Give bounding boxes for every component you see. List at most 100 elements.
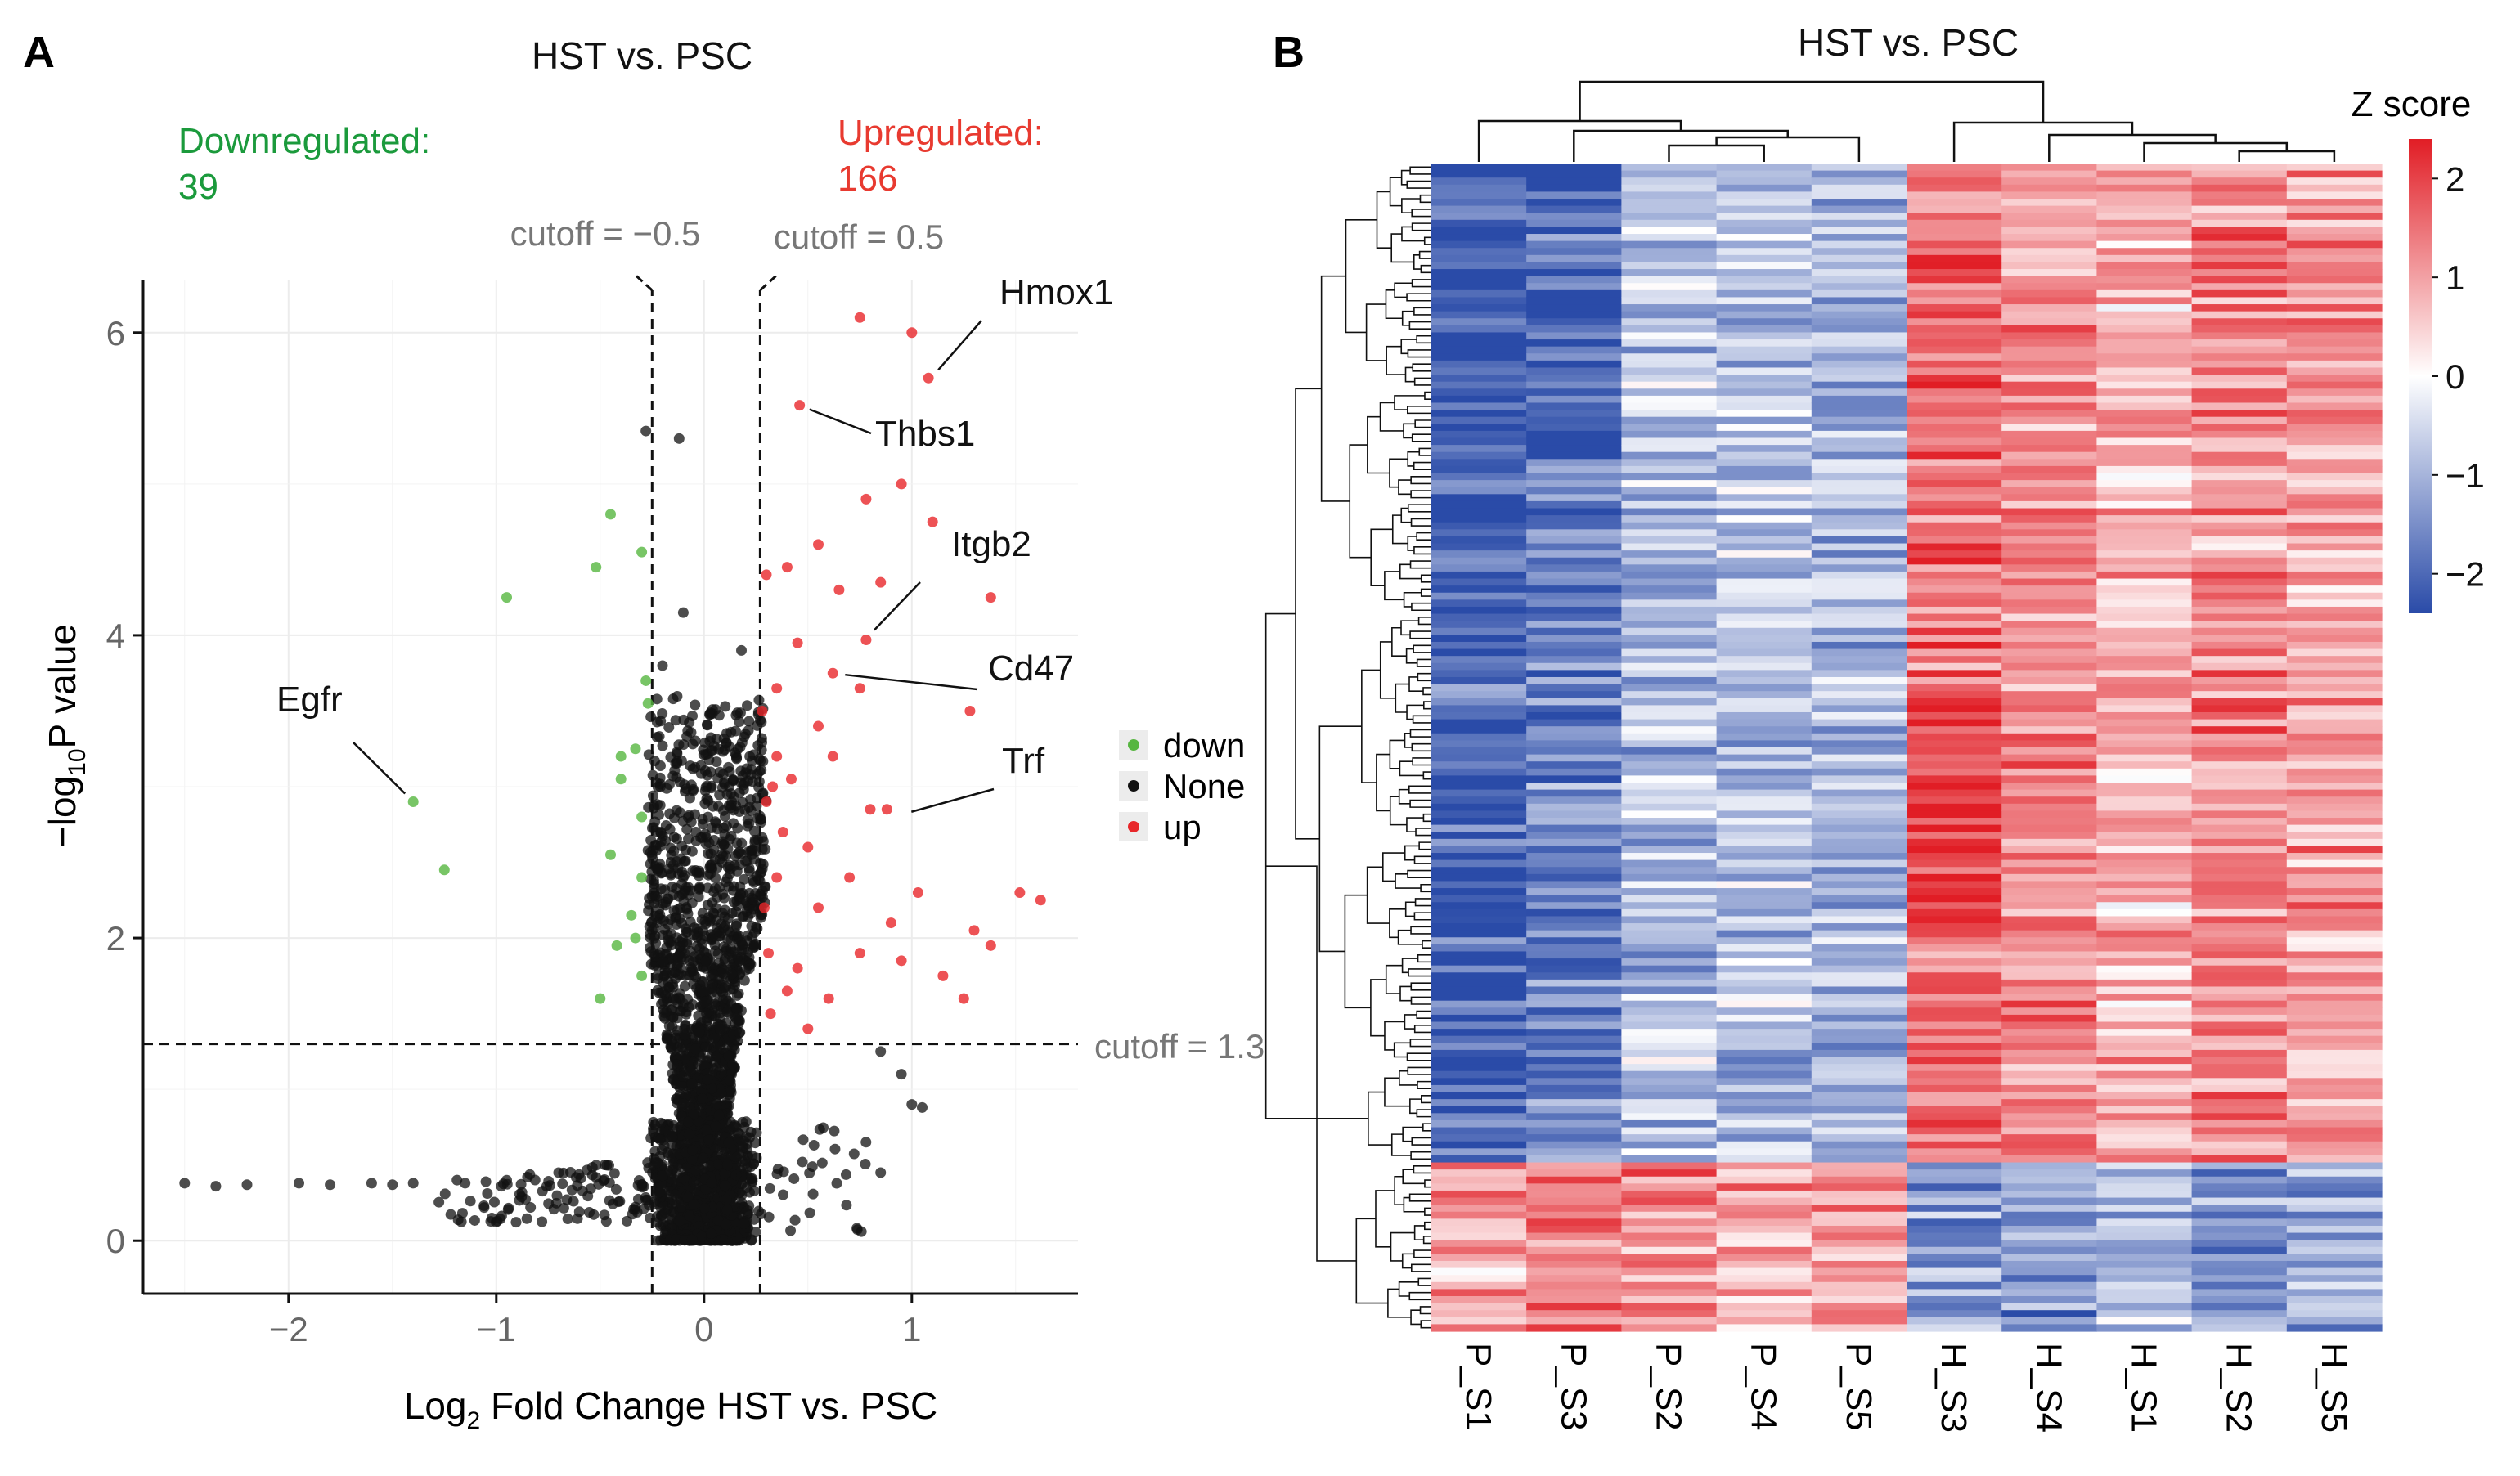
heatmap-cell — [1716, 262, 1813, 270]
heatmap-cell — [1526, 332, 1622, 340]
heatmap-cell — [2191, 853, 2288, 861]
heatmap-cell — [1716, 1092, 1813, 1100]
heatmap-cell — [1716, 846, 1813, 854]
heatmap-cell — [1431, 923, 1527, 931]
heatmap-cell — [2001, 254, 2097, 263]
heatmap-cell — [1716, 908, 1813, 917]
heatmap-cell — [1526, 1324, 1622, 1332]
heatmap-cell — [1811, 1162, 1907, 1170]
point-none — [671, 1233, 682, 1245]
heatmap-cell — [1907, 289, 2002, 298]
heatmap-cell — [1431, 240, 1527, 249]
row-dendrogram-branch — [1413, 644, 1431, 653]
heatmap-cell — [1716, 1281, 1813, 1290]
point-none — [648, 1126, 659, 1137]
heatmap-cell — [1431, 388, 1527, 397]
heatmap-cell — [1907, 550, 2002, 559]
heatmap-cell — [1431, 213, 1527, 221]
heatmap-cell — [1716, 1029, 1813, 1037]
heatmap-cell — [1811, 606, 1907, 615]
heatmap-cell — [1811, 557, 1907, 565]
point-none — [720, 981, 731, 993]
heatmap-cell — [1811, 684, 1907, 692]
heatmap-cell — [1811, 410, 1907, 418]
point-none — [660, 835, 672, 846]
heatmap-cell — [1811, 515, 1907, 523]
heatmap-cell — [1621, 895, 1718, 903]
heatmap-cell — [1621, 1064, 1718, 1072]
heatmap-cell — [1811, 789, 1907, 797]
point-none — [831, 1178, 842, 1189]
heatmap-cell — [1621, 332, 1718, 340]
heatmap-column-label: P_S3 — [1553, 1343, 1593, 1431]
heatmap-cell — [1811, 473, 1907, 481]
heatmap-cell — [1716, 972, 1813, 980]
heatmap-cell — [1621, 254, 1718, 263]
heatmap-column-label: P_S2 — [1649, 1343, 1689, 1431]
point-none — [731, 918, 743, 930]
heatmap-cell — [1907, 170, 2002, 178]
point-none — [543, 1198, 555, 1209]
heatmap-cell — [2001, 388, 2097, 397]
heatmap-cell — [2096, 585, 2193, 594]
heatmap-cell — [2001, 1084, 2097, 1093]
heatmap-cell — [2191, 1148, 2288, 1156]
heatmap-cell — [2286, 269, 2383, 277]
heatmap-cell — [1811, 1254, 1907, 1262]
heatmap-cell — [1907, 318, 2002, 326]
heatmap-cell — [1526, 424, 1622, 432]
heatmap-cell — [2286, 1029, 2383, 1037]
point-none — [664, 823, 676, 835]
heatmap-cell — [1811, 402, 1907, 410]
point-none — [673, 433, 685, 444]
heatmap-cell — [2096, 1317, 2193, 1325]
heatmap-cell — [2191, 930, 2288, 938]
heatmap-cell — [1716, 1162, 1813, 1170]
heatmap-cell — [1716, 684, 1813, 692]
heatmap-cell — [1431, 1303, 1527, 1311]
point-none — [706, 823, 717, 834]
heatmap-cell — [1811, 1141, 1907, 1149]
heatmap-cell — [2001, 937, 2097, 945]
heatmap-cell — [1811, 318, 1907, 326]
heatmap-cell — [1907, 965, 2002, 973]
point-none — [696, 1231, 707, 1242]
heatmap-cell — [2286, 402, 2383, 410]
heatmap-cell — [1811, 754, 1907, 762]
heatmap-cell — [2286, 297, 2383, 305]
heatmap-cell — [2001, 599, 2097, 608]
point-up — [781, 985, 793, 997]
heatmap-cell — [1907, 445, 2002, 453]
heatmap-cell — [2191, 606, 2288, 615]
heatmap-cell — [1621, 515, 1718, 523]
row-dendrogram-branch — [1413, 461, 1431, 471]
heatmap-cell — [2096, 276, 2193, 284]
heatmap-cell — [1526, 846, 1622, 854]
row-dendrogram-branch — [1413, 1165, 1431, 1174]
heatmap-cell — [1811, 353, 1907, 361]
heatmap-cell — [2096, 410, 2193, 418]
heatmap-cell — [2001, 1232, 2097, 1240]
heatmap-cell — [2286, 895, 2383, 903]
point-up — [923, 372, 934, 384]
heatmap-cell — [1431, 170, 1527, 178]
heatmap-cell — [1716, 888, 1813, 896]
heatmap-cell — [1526, 522, 1622, 530]
heatmap-cell — [1526, 1211, 1622, 1219]
heatmap-cell — [2096, 191, 2193, 200]
heatmap-cell — [2096, 318, 2193, 326]
heatmap-cell — [1811, 1057, 1907, 1065]
heatmap-cell — [2286, 1057, 2383, 1065]
heatmap-cell — [2191, 803, 2288, 812]
point-up — [785, 774, 797, 785]
point-none — [740, 964, 752, 976]
heatmap-cell — [2286, 796, 2383, 805]
heatmap-cell — [1621, 726, 1718, 734]
heatmap-cell — [1907, 402, 2002, 410]
heatmap-cell — [2001, 627, 2097, 635]
point-none — [721, 1194, 732, 1205]
heatmap-cell — [2096, 965, 2193, 973]
heatmap-cell — [2001, 958, 2097, 967]
heatmap-cell — [1526, 248, 1622, 256]
heatmap-cell — [2001, 451, 2097, 460]
